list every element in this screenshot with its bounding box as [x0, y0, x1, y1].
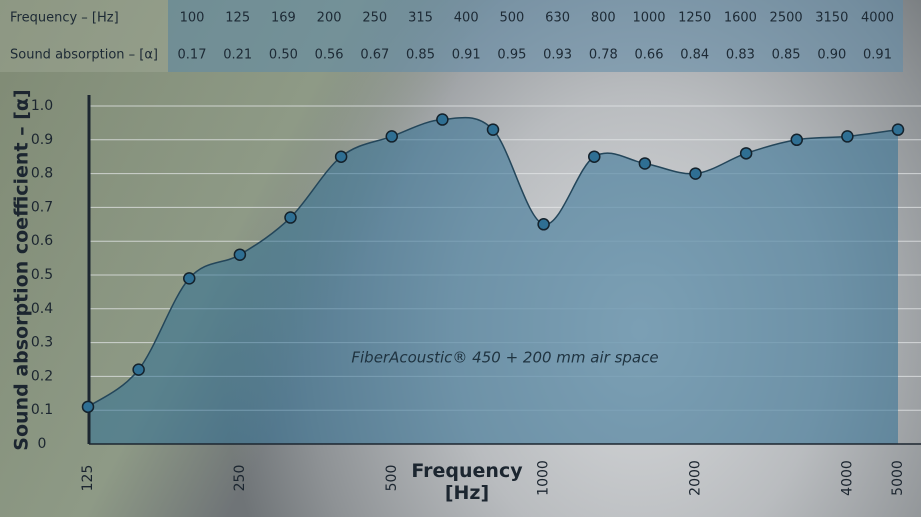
y-tick-label: 0.7	[31, 199, 53, 215]
y-tick-label: 0.5	[31, 267, 53, 283]
point	[538, 219, 549, 230]
table-cell: 0.21	[223, 48, 252, 63]
y-tick-label: 0.8	[31, 166, 53, 182]
table-cell: 0.66	[635, 48, 664, 63]
table-cell: 1000	[632, 11, 665, 26]
x-tick-label: 1000	[536, 460, 552, 496]
annotation: FiberAcoustic® 450 + 200 mm air space	[351, 349, 658, 367]
table-cell: 100	[180, 11, 205, 26]
point	[83, 401, 94, 412]
table-cell: 0.67	[360, 48, 389, 63]
point	[690, 168, 701, 179]
plot	[88, 106, 921, 444]
table-cell: 400	[454, 11, 479, 26]
x-tick-label: 2000	[688, 460, 704, 496]
table-cell: 0.95	[497, 48, 526, 63]
y-tick-label: 0.1	[31, 402, 53, 418]
point	[133, 364, 144, 375]
table-cell: 1600	[724, 11, 757, 26]
table-cell: 0.85	[772, 48, 801, 63]
table-cell: 0.93	[543, 48, 572, 63]
table-cell: 630	[545, 11, 570, 26]
chart: FiberAcoustic® 450 + 200 mm air space So…	[0, 0, 921, 517]
point	[285, 212, 296, 223]
table-cell: 0.91	[452, 48, 481, 63]
y-tick-label: 0.6	[31, 233, 53, 249]
x-axis-label: Frequency [Hz]	[407, 460, 527, 504]
page: FiberAcoustic® 450 + 200 mm air space So…	[0, 0, 921, 517]
table-cell: 800	[591, 11, 616, 26]
x-tick-label: 5000	[890, 460, 906, 496]
table-cell: 0.50	[269, 48, 298, 63]
point	[791, 134, 802, 145]
table-cell: 315	[408, 11, 433, 26]
point	[386, 131, 397, 142]
y-tick-label: 0.4	[31, 301, 53, 317]
table-cell: 0.90	[817, 48, 846, 63]
point	[639, 158, 650, 169]
point	[741, 148, 752, 159]
y-axis-label: Sound absorption coefficient – [α]	[11, 89, 33, 450]
x-tick-label: 4000	[839, 460, 855, 496]
row-header: Sound absorption – [α]	[10, 48, 158, 63]
row-header: Frequency – [Hz]	[10, 11, 119, 26]
table-cell: 1250	[678, 11, 711, 26]
table-cell: 0.78	[589, 48, 618, 63]
point	[234, 249, 245, 260]
table-cell: 4000	[861, 11, 894, 26]
table-cell: 0.56	[315, 48, 344, 63]
point	[336, 151, 347, 162]
table-cell: 2500	[770, 11, 803, 26]
area	[88, 118, 898, 444]
table-cell: 200	[317, 11, 342, 26]
point	[589, 151, 600, 162]
table-cell: 250	[362, 11, 387, 26]
x-tick-label: 250	[232, 465, 248, 492]
point	[488, 124, 499, 135]
table-cell: 169	[271, 11, 296, 26]
point	[893, 124, 904, 135]
y-tick-label: 0.9	[31, 132, 53, 148]
y-tick-label: 0.3	[31, 335, 53, 351]
table-cell: 0.17	[178, 48, 207, 63]
table-cell: 3150	[815, 11, 848, 26]
y-tick-label: 1.0	[31, 98, 53, 114]
y-tick-label: 0.2	[31, 368, 53, 384]
x-tick-label: 500	[384, 465, 400, 492]
table-cell: 500	[499, 11, 524, 26]
point	[842, 131, 853, 142]
table-cell: 0.91	[863, 48, 892, 63]
table-cell: 0.83	[726, 48, 755, 63]
y-tick-label: 0	[38, 436, 47, 452]
table-cell: 0.85	[406, 48, 435, 63]
table-cell: 125	[225, 11, 250, 26]
table-cell: 0.84	[680, 48, 709, 63]
x-tick-label: 125	[80, 465, 96, 492]
point	[184, 273, 195, 284]
point	[437, 114, 448, 125]
